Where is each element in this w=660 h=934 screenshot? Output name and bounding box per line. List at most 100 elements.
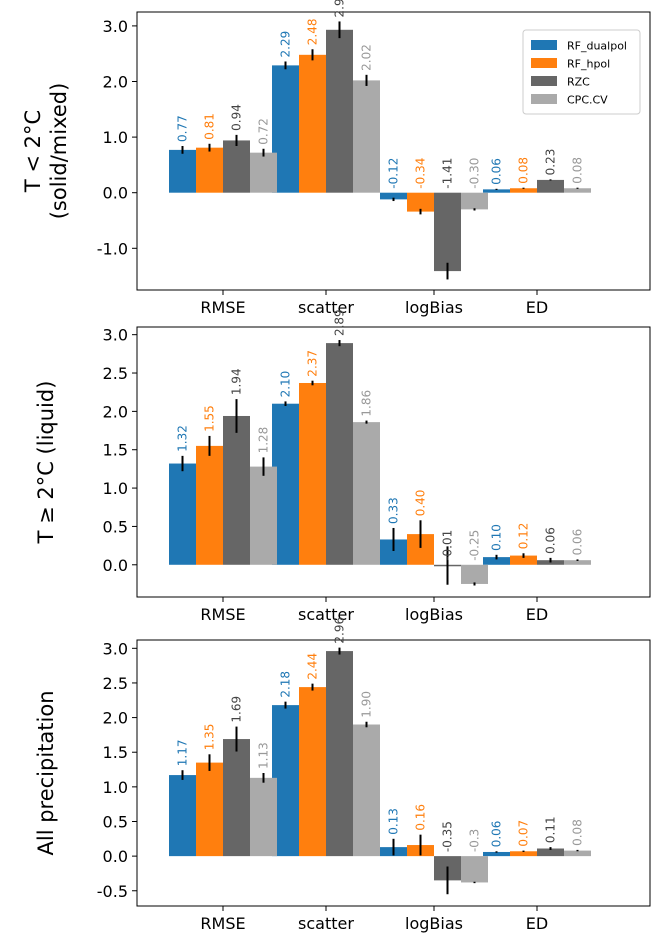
value-label: 2.37 xyxy=(306,350,320,377)
value-label: 2.93 xyxy=(333,0,347,17)
bar-CPC.CV-scatter xyxy=(353,422,380,565)
value-label: 0.13 xyxy=(387,808,401,835)
value-label: 0.06 xyxy=(544,527,558,554)
value-label: -0.3 xyxy=(468,829,482,852)
legend-swatch xyxy=(531,94,557,104)
legend-swatch xyxy=(531,58,557,68)
bar-RZC-RMSE xyxy=(223,140,250,193)
value-label: -0.12 xyxy=(387,158,401,189)
value-label: 2.02 xyxy=(360,44,374,71)
y-axis-title: T ≥ 2°C (liquid) xyxy=(34,381,58,545)
value-label: 0.33 xyxy=(387,497,401,524)
bar-RZC-ED xyxy=(537,179,564,193)
value-label: 2.44 xyxy=(306,653,320,680)
y-tick-label: 2.0 xyxy=(103,73,128,92)
value-label: 1.69 xyxy=(230,696,244,723)
y-tick-label: 0.5 xyxy=(103,812,128,831)
value-label: 2.10 xyxy=(279,371,293,398)
bar-RF_dualpol-ED xyxy=(483,557,510,565)
legend-label: RF_hpol xyxy=(567,58,610,71)
bar-RF_hpol-ED xyxy=(510,851,537,857)
bar-RF_hpol-RMSE xyxy=(196,445,223,565)
bar-CPC.CV-logBias xyxy=(461,192,488,210)
value-label: 0.72 xyxy=(257,118,271,145)
bar-RF_hpol-scatter xyxy=(299,382,326,565)
bar-RF_dualpol-RMSE xyxy=(169,149,196,193)
y-tick-label: 2.5 xyxy=(103,364,128,383)
value-label: 0.12 xyxy=(517,523,531,550)
plot-frame xyxy=(136,326,651,598)
legend-frame xyxy=(522,29,641,115)
value-label: 1.13 xyxy=(257,742,271,769)
value-label: 0.06 xyxy=(490,821,504,848)
x-tick-label: RMSE xyxy=(200,298,245,317)
x-tick-label: logBias xyxy=(405,298,463,317)
bar-CPC.CV-RMSE xyxy=(250,466,277,565)
bar-RZC-ED xyxy=(537,848,564,857)
bar-CPC.CV-logBias xyxy=(461,564,488,584)
x-tick-label: logBias xyxy=(405,605,463,624)
y-axis-title: All precipitation xyxy=(34,690,58,855)
y-tick-label: 1.5 xyxy=(103,743,128,762)
bar-CPC.CV-RMSE xyxy=(250,777,277,857)
legend-swatch xyxy=(531,40,557,50)
bar-RZC-scatter xyxy=(326,651,353,857)
y-axis-title: T < 2°C xyxy=(21,110,45,193)
value-label: -0.30 xyxy=(468,158,482,189)
bar-CPC.CV-ED xyxy=(564,188,591,193)
y-tick-label: -0.5 xyxy=(97,882,128,901)
value-label: 0.06 xyxy=(571,529,585,556)
bar-RF_dualpol-RMSE xyxy=(169,463,196,565)
value-label: 2.48 xyxy=(306,19,320,46)
value-label: 1.90 xyxy=(360,691,374,718)
bar-RZC-scatter xyxy=(326,343,353,565)
value-label: -0.34 xyxy=(414,158,428,189)
bar-RZC-RMSE xyxy=(223,739,250,857)
bar-RF_hpol-scatter xyxy=(299,54,326,193)
legend: RF_dualpol RF_hpol RZC CPC.CV xyxy=(522,29,641,115)
bar-RF_hpol-RMSE xyxy=(196,147,223,193)
value-label: 1.55 xyxy=(203,405,217,432)
value-label: 1.86 xyxy=(360,390,374,417)
value-label: 0.94 xyxy=(230,104,244,131)
chart-panel-2: 3.0 2.5 2.0 1.5 1.0 0.5 0.0 T ≥ 2°C (liquid) RMS… xyxy=(34,309,651,624)
x-tick-label: ED xyxy=(526,914,548,933)
y-tick-label: 3.0 xyxy=(103,639,128,658)
value-label: 0.81 xyxy=(203,113,217,140)
bar-RZC-scatter xyxy=(326,29,353,193)
bar-CPC.CV-ED xyxy=(564,560,591,565)
bar-RF_dualpol-RMSE xyxy=(169,775,196,857)
x-tick-label: scatter xyxy=(298,298,354,317)
value-label: 1.17 xyxy=(176,740,190,767)
value-label: -0.25 xyxy=(468,530,482,561)
legend-swatch xyxy=(531,76,557,86)
bar-RZC-logBias xyxy=(434,192,461,272)
value-label: -0.35 xyxy=(441,821,455,852)
value-label: 0.16 xyxy=(414,804,428,831)
value-label: 2.89 xyxy=(333,309,347,336)
bar-RF_hpol-logBias xyxy=(407,192,434,212)
x-tick-label: scatter xyxy=(298,914,354,933)
value-label: 2.96 xyxy=(333,617,347,644)
chart-panel-1: 3.0 2.0 1.0 0.0 -1.0 T < 2°C (solid/mixed) RMSE… xyxy=(21,0,651,317)
value-label: 0.11 xyxy=(544,816,558,843)
y-tick-label: 0.0 xyxy=(103,847,128,866)
bar-RF_hpol-scatter xyxy=(299,687,326,857)
legend-label: CPC.CV xyxy=(567,94,608,107)
value-label: 2.29 xyxy=(279,31,293,58)
y-tick-label: 0.5 xyxy=(103,517,128,536)
y-tick-label: 1.0 xyxy=(103,479,128,498)
value-label: 0.40 xyxy=(414,490,428,517)
value-label: 1.35 xyxy=(203,724,217,751)
bar-CPC.CV-logBias xyxy=(461,856,488,883)
bar-CPC.CV-ED xyxy=(564,850,591,857)
bar-CPC.CV-RMSE xyxy=(250,152,277,193)
bar-RF_hpol-ED xyxy=(510,188,537,193)
legend-label: RF_dualpol xyxy=(567,40,627,53)
y-tick-label: -1.0 xyxy=(97,239,128,258)
y-tick-label: 2.0 xyxy=(103,402,128,421)
bar-RF_dualpol-logBias xyxy=(380,192,407,200)
y-tick-label: 3.0 xyxy=(103,326,128,345)
plot-frame xyxy=(136,639,651,907)
